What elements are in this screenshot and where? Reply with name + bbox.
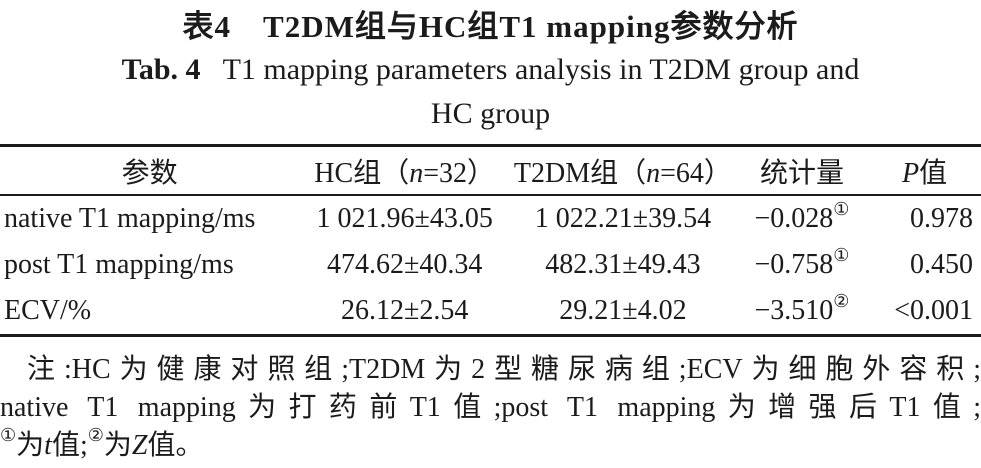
t2dm-header-suffix: =64） [660,157,732,189]
p-header-italic: P [902,157,920,189]
param-cell: ECV/% [4,295,92,326]
param-cell: post T1 mapping/ms [4,249,234,280]
note-line-3: ①为t值;②为Z值。 [0,424,981,465]
p-value-cell: 0.450 [910,249,973,280]
t2dm-value-cell: 29.21±4.02 [559,295,687,326]
t1-mapping-parameters-table: 参数 HC组（n=32） T2DM组（n=64） 统计量 P值 native T… [0,144,981,337]
superscript-marker-2: ② [87,424,104,445]
table-row: ECV/% 26.12±2.54 29.21±4.02 −3.510② <0.0… [0,288,981,336]
col-header-hc-group: HC组（n=32） [299,145,511,196]
statistic-cell: −0.028① [736,195,868,242]
statistic-value: −3.510 [754,295,834,326]
statistic-cell: −0.758① [736,242,868,288]
t2dm-value-cell: 1 022.21±39.54 [534,203,712,234]
hc-header-n: n [409,157,424,189]
p-header-suffix: 值 [919,157,948,189]
table-title-zh: 表4 T2DM组与HC组T1 mapping参数分析 [182,9,799,44]
note-line-1: 注:HC为健康对照组;T2DM为2型糖尿病组;ECV为细胞外容积; [27,354,981,385]
hc-value-cell: 1 021.96±43.05 [316,203,493,234]
p-value-cell: 0.978 [910,203,973,234]
statistic-cell: −3.510② [736,288,868,336]
statistic-value: −0.758 [754,249,834,280]
table-row: native T1 mapping/ms 1 021.96±43.05 1 02… [0,195,981,242]
note3-z-symbol: Z [131,430,148,461]
superscript-marker: ① [833,244,850,265]
table-notes: 注:HC为健康对照组;T2DM为2型糖尿病组;ECV为细胞外容积; native… [0,351,981,465]
col-header-p-value: P值 [868,145,981,196]
note3-seg4: 值。 [147,430,204,461]
note-line-2: native T1 mapping为打药前T1值;post T1 mapping… [0,392,981,423]
note3-t-symbol: t [44,430,52,461]
table-title-en: Tab. 4 T1 mapping parameters analysis in … [0,48,981,92]
col-header-param: 参数 [0,145,300,196]
t2dm-value-cell: 482.31±49.43 [545,249,701,280]
param-cell: native T1 mapping/ms [4,203,256,234]
hc-header-prefix: HC组（ [314,157,410,189]
superscript-marker-1: ① [0,424,17,445]
col-header-statistic: 统计量 [735,145,869,196]
hc-value-cell: 474.62±40.34 [326,249,483,280]
table-row: post T1 mapping/ms 474.62±40.34 482.31±4… [0,242,981,288]
hc-value-cell: 26.12±2.54 [340,295,469,326]
table-title-en-line2: HC group [430,97,551,130]
hc-header-suffix: =32） [423,157,495,189]
t2dm-header-n: n [646,157,661,189]
col-header-t2dm-group: T2DM组（n=64） [510,145,736,196]
superscript-marker: ② [833,290,850,311]
t2dm-header-prefix: T2DM组（ [513,157,647,189]
note3-seg2: 值; [51,430,88,461]
p-value-cell: <0.001 [894,295,973,326]
note3-seg1: 为 [16,430,45,461]
statistic-value: −0.028 [754,203,834,234]
header-row: 参数 HC组（n=32） T2DM组（n=64） 统计量 P值 [0,145,981,196]
table-number-en: Tab. 4 [121,53,201,86]
superscript-marker: ① [833,198,850,219]
table-title-en-text: T1 mapping parameters analysis in T2DM g… [222,53,860,86]
note3-seg3: 为 [103,430,132,461]
